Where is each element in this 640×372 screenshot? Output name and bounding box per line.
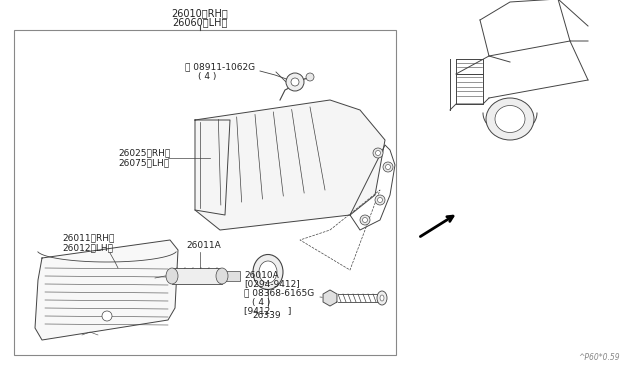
Circle shape <box>385 164 390 170</box>
Circle shape <box>383 162 393 172</box>
Circle shape <box>286 73 304 91</box>
Ellipse shape <box>216 268 228 284</box>
Text: 26339: 26339 <box>252 311 280 320</box>
Circle shape <box>306 73 314 81</box>
Text: [9412-     ]: [9412- ] <box>244 307 291 315</box>
Text: 26011（RH）: 26011（RH） <box>62 234 115 243</box>
Bar <box>222 271 240 281</box>
Text: Ⓝ 08368-6165G: Ⓝ 08368-6165G <box>244 289 314 298</box>
Ellipse shape <box>166 268 178 284</box>
Bar <box>14 30 396 355</box>
Bar <box>172 268 222 284</box>
Text: 26075（LH）: 26075（LH） <box>118 158 169 167</box>
Circle shape <box>102 311 112 321</box>
Circle shape <box>291 78 299 86</box>
Text: ( 4 ): ( 4 ) <box>252 298 270 307</box>
Polygon shape <box>195 100 385 230</box>
Text: ⓝ 08911-1062G: ⓝ 08911-1062G <box>185 62 255 71</box>
Circle shape <box>360 215 370 225</box>
Circle shape <box>373 148 383 158</box>
Text: 26025（RH）: 26025（RH） <box>118 148 170 157</box>
Ellipse shape <box>259 261 277 283</box>
Text: 26011A: 26011A <box>186 241 221 250</box>
Text: ^P60*0.59: ^P60*0.59 <box>579 353 620 362</box>
Ellipse shape <box>486 98 534 140</box>
Circle shape <box>362 218 367 222</box>
Ellipse shape <box>495 106 525 132</box>
Text: 26010A: 26010A <box>244 270 279 279</box>
Polygon shape <box>323 290 337 306</box>
Ellipse shape <box>380 295 384 301</box>
Polygon shape <box>35 240 178 340</box>
Text: 26010（RH）: 26010（RH） <box>172 8 228 18</box>
Text: [0294-9412]: [0294-9412] <box>244 279 300 289</box>
Text: 26012（LH）: 26012（LH） <box>62 244 113 253</box>
Ellipse shape <box>377 291 387 305</box>
Ellipse shape <box>253 254 283 289</box>
Text: ( 4 ): ( 4 ) <box>198 71 216 80</box>
Circle shape <box>378 198 383 202</box>
Text: 26060（LH）: 26060（LH） <box>172 17 228 27</box>
Circle shape <box>375 195 385 205</box>
Circle shape <box>376 151 381 155</box>
